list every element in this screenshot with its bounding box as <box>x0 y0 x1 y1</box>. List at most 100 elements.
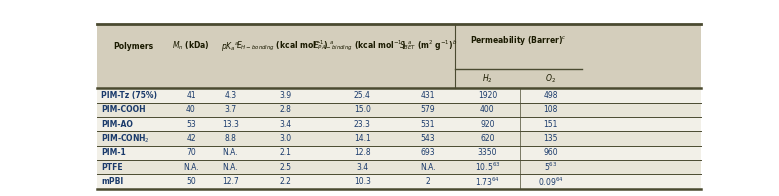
Bar <box>520 69 582 88</box>
Text: 10.3: 10.3 <box>354 177 371 186</box>
Bar <box>455 146 520 160</box>
Bar <box>213 88 247 103</box>
Bar <box>520 174 582 189</box>
Text: 531: 531 <box>421 120 435 129</box>
Text: PIM-AO: PIM-AO <box>101 120 133 129</box>
Bar <box>582 174 701 189</box>
Text: $0.09^{64}$: $0.09^{64}$ <box>538 175 563 188</box>
Text: 12.8: 12.8 <box>354 148 371 157</box>
Text: 23.3: 23.3 <box>354 120 371 129</box>
Bar <box>582 103 701 117</box>
Bar <box>582 88 701 103</box>
Bar <box>324 160 401 174</box>
Text: 53: 53 <box>186 120 196 129</box>
Text: 25.4: 25.4 <box>354 91 371 100</box>
Bar <box>168 117 213 132</box>
Text: 108: 108 <box>544 105 558 114</box>
Bar <box>582 146 701 160</box>
Bar <box>247 146 324 160</box>
Bar <box>455 174 520 189</box>
Text: 620: 620 <box>480 134 495 143</box>
Bar <box>520 160 582 174</box>
Text: 13.3: 13.3 <box>222 120 238 129</box>
Bar <box>97 146 168 160</box>
Bar <box>213 117 247 132</box>
Text: 2: 2 <box>425 177 430 186</box>
Bar <box>520 88 582 103</box>
Bar <box>455 160 520 174</box>
Text: PIM-1: PIM-1 <box>101 148 125 157</box>
Bar <box>455 88 520 103</box>
Bar <box>97 132 168 146</box>
Text: $H_2$: $H_2$ <box>482 72 492 85</box>
Text: $E_{H-bonding}$ (kcal mol$^{-1}$) $^a$: $E_{H-bonding}$ (kcal mol$^{-1}$) $^a$ <box>236 39 335 53</box>
Bar <box>401 103 455 117</box>
Text: 41: 41 <box>186 91 196 100</box>
Bar <box>324 117 401 132</box>
Text: 2.5: 2.5 <box>280 163 291 172</box>
Bar <box>520 132 582 146</box>
Bar <box>247 88 324 103</box>
Bar <box>168 88 213 103</box>
Bar <box>582 24 701 69</box>
Bar <box>168 69 213 88</box>
Bar <box>401 69 455 88</box>
Text: $O_2$: $O_2$ <box>545 72 556 85</box>
Text: Permeability (Barrer)$^c$: Permeability (Barrer)$^c$ <box>470 34 566 47</box>
Text: $E_{PA-binding}$ (kcal mol$^{-1}$) $^a$: $E_{PA-binding}$ (kcal mol$^{-1}$) $^a$ <box>312 39 412 53</box>
Bar <box>168 24 213 69</box>
Bar <box>455 132 520 146</box>
Text: 50: 50 <box>186 177 196 186</box>
Bar <box>168 132 213 146</box>
Bar <box>401 174 455 189</box>
Bar <box>582 117 701 132</box>
Text: 920: 920 <box>480 120 495 129</box>
Bar <box>401 88 455 103</box>
Bar <box>247 69 324 88</box>
Text: 70: 70 <box>186 148 196 157</box>
Bar <box>324 146 401 160</box>
Text: 498: 498 <box>544 91 558 100</box>
Text: 579: 579 <box>421 105 435 114</box>
Text: PIM-Tz (75%): PIM-Tz (75%) <box>101 91 157 100</box>
Text: 431: 431 <box>421 91 435 100</box>
Bar <box>582 132 701 146</box>
Text: 151: 151 <box>544 120 558 129</box>
Text: 135: 135 <box>544 134 558 143</box>
Bar <box>401 24 455 69</box>
Bar <box>213 132 247 146</box>
Bar <box>213 160 247 174</box>
Text: 12.7: 12.7 <box>222 177 238 186</box>
Text: $5^{63}$: $5^{63}$ <box>544 161 558 173</box>
Bar <box>520 103 582 117</box>
Bar <box>455 117 520 132</box>
Text: $^a$p$K_a$ value of the related functional groups in PIMs, hydrogen-bonding ener: $^a$p$K_a$ value of the related function… <box>99 195 559 196</box>
Text: 8.8: 8.8 <box>224 134 236 143</box>
Text: mPBI: mPBI <box>101 177 123 186</box>
Bar <box>324 103 401 117</box>
Text: N.A.: N.A. <box>222 148 238 157</box>
Bar <box>401 160 455 174</box>
Bar <box>247 174 324 189</box>
Bar <box>168 174 213 189</box>
Bar <box>401 117 455 132</box>
Text: 14.1: 14.1 <box>354 134 371 143</box>
Text: 1920: 1920 <box>478 91 497 100</box>
Text: 42: 42 <box>186 134 196 143</box>
Bar <box>168 146 213 160</box>
Bar <box>582 160 701 174</box>
Bar <box>582 69 701 88</box>
Bar <box>168 160 213 174</box>
Bar <box>401 146 455 160</box>
Bar <box>213 69 247 88</box>
Text: N.A.: N.A. <box>420 163 435 172</box>
Text: 3.4: 3.4 <box>280 120 291 129</box>
Bar <box>324 132 401 146</box>
Text: 543: 543 <box>421 134 435 143</box>
Text: 3.0: 3.0 <box>280 134 291 143</box>
Text: Polymers: Polymers <box>113 42 153 51</box>
Bar <box>455 24 520 69</box>
Bar <box>324 88 401 103</box>
Bar <box>213 103 247 117</box>
Text: 3.4: 3.4 <box>356 163 368 172</box>
